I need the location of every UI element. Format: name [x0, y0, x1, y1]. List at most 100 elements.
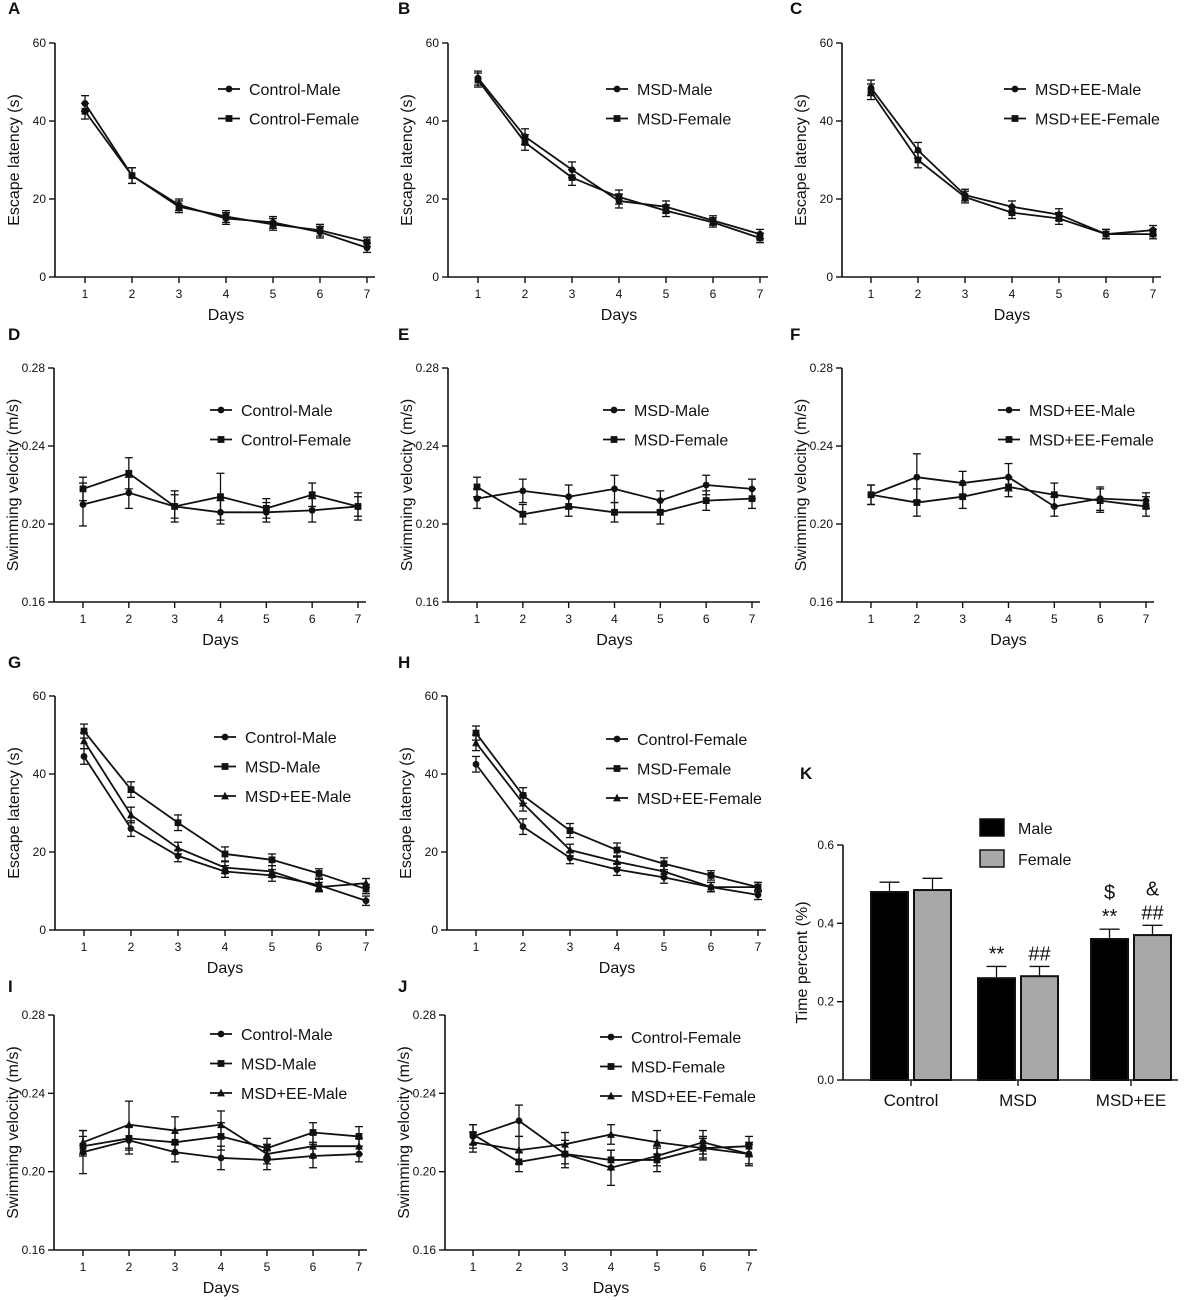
data-point: [519, 510, 527, 518]
data-point: [611, 485, 618, 493]
data-point: [362, 878, 370, 887]
data-point: [699, 1143, 707, 1152]
data-point: [363, 238, 371, 246]
x-tick-label: 1: [81, 940, 88, 954]
x-tick-label: 7: [355, 612, 362, 626]
data-point: [308, 491, 316, 499]
panel-d: D 0.16 0.20 0.24 0.28 1 2 3 4 5 6 7 Days Swimming vel…: [5, 325, 366, 649]
panel-g: G 0 20 40 60 1 2 3 4 5 6 7 Days Escape latency (s) Con…: [6, 653, 374, 977]
y-tick-label: 60: [33, 36, 47, 50]
data-point: [80, 736, 88, 745]
y-tick-label: 0.24: [413, 1086, 437, 1100]
x-tick-label: 6: [317, 287, 324, 301]
data-point: [472, 760, 480, 768]
x-tick-label: 4: [611, 612, 618, 626]
data-point: [79, 501, 87, 508]
y-tick-label: 0.24: [22, 1086, 46, 1100]
x-tick-label: 5: [663, 287, 670, 301]
y-tick-label: 20: [820, 192, 834, 206]
y-tick-label: 0.28: [22, 1008, 46, 1022]
x-tick-label: 1: [868, 287, 875, 301]
y-tick-label: 40: [425, 767, 439, 781]
data-point: [127, 825, 135, 832]
significance-mark: **: [1102, 906, 1118, 928]
x-tick-label: 5: [264, 1260, 271, 1274]
y-tick-label: 0.20: [22, 1165, 46, 1179]
data-point: [362, 897, 370, 905]
data-point: [707, 882, 715, 891]
y-tick-label: 40: [820, 114, 834, 128]
legend-label: MSD+EE-Female: [1029, 433, 1154, 450]
x-tick-label: 3: [176, 287, 183, 301]
y-tick-label: 40: [33, 114, 47, 128]
data-point: [656, 508, 664, 516]
series-control-female: Control-Female: [472, 732, 762, 901]
data-point: [519, 487, 527, 495]
significance-mark: ##: [1028, 943, 1051, 965]
y-axis-title: Escape latency (s): [6, 94, 23, 226]
panel-c: C 0 20 40 60 1 2 3 4 5 6 7 Days Escape latency (s) MSD…: [790, 0, 1161, 324]
legend-label: MSD+EE-Male: [1035, 82, 1141, 99]
series-msd-female: MSD-Female: [473, 433, 756, 525]
y-tick-label: 0: [431, 923, 438, 937]
data-point: [473, 483, 481, 491]
y-tick-label: 60: [426, 36, 440, 50]
data-point: [702, 497, 710, 504]
legend-marker: [217, 436, 225, 443]
legend-marker: [613, 735, 621, 743]
data-point: [521, 139, 529, 146]
y-tick-label: 0: [432, 270, 439, 284]
data-point: [615, 193, 623, 201]
data-point: [217, 1120, 225, 1129]
y-tick-label: 60: [820, 36, 834, 50]
panel-label: E: [398, 325, 409, 344]
data-point: [315, 870, 323, 877]
data-point: [660, 860, 668, 868]
data-point: [662, 207, 670, 215]
data-point: [469, 1137, 477, 1146]
y-axis-title: Escape latency (s): [398, 747, 415, 879]
legend-label: Female: [1018, 852, 1071, 869]
data-point: [125, 1120, 133, 1129]
data-point: [754, 891, 762, 899]
x-tick-label: 6: [316, 940, 323, 954]
x-tick-label: 1: [82, 287, 89, 301]
legend-marker: [217, 1088, 225, 1097]
data-point: [653, 1137, 661, 1146]
panel-b: B 0 20 40 60 1 2 3 4 5 6 7 Days Escape latency (s) MSD…: [398, 0, 768, 324]
data-point: [515, 1145, 523, 1154]
data-point: [125, 489, 133, 497]
y-axis-title: Swimming velocity (m/s): [396, 1046, 413, 1218]
data-point: [79, 1137, 87, 1146]
legend-swatch: [979, 849, 1005, 868]
x-axis-title: Days: [207, 960, 243, 977]
data-point: [171, 503, 179, 510]
data-point: [913, 499, 921, 506]
x-axis-title: Days: [994, 307, 1030, 324]
panel-label: G: [8, 653, 21, 672]
x-tick-label: 7: [1143, 612, 1150, 626]
x-tick-label: 4: [616, 287, 623, 301]
significance-mark: &: [1146, 878, 1160, 900]
series-msd-ee-female: MSD+EE-Female: [472, 734, 762, 893]
data-point: [263, 1149, 271, 1158]
data-point: [127, 786, 135, 793]
legend-label: Control-Female: [631, 1030, 741, 1047]
x-tick-label: 6: [703, 612, 710, 626]
legend-marker: [610, 406, 618, 414]
data-point: [1050, 491, 1058, 499]
panel-label: H: [398, 653, 410, 672]
data-point: [221, 863, 229, 871]
series-line: [83, 755, 367, 902]
data-point: [80, 753, 88, 760]
x-tick-label: 3: [562, 1260, 569, 1274]
data-point: [472, 729, 480, 737]
x-axis-title: Days: [202, 632, 238, 649]
y-tick-label: 0.16: [413, 1243, 437, 1257]
x-tick-label: 7: [364, 287, 371, 301]
data-point: [128, 172, 136, 179]
data-point: [1005, 483, 1012, 491]
legend-marker: [610, 436, 618, 443]
data-point: [611, 508, 618, 516]
legend-label: Control-Female: [241, 433, 351, 450]
